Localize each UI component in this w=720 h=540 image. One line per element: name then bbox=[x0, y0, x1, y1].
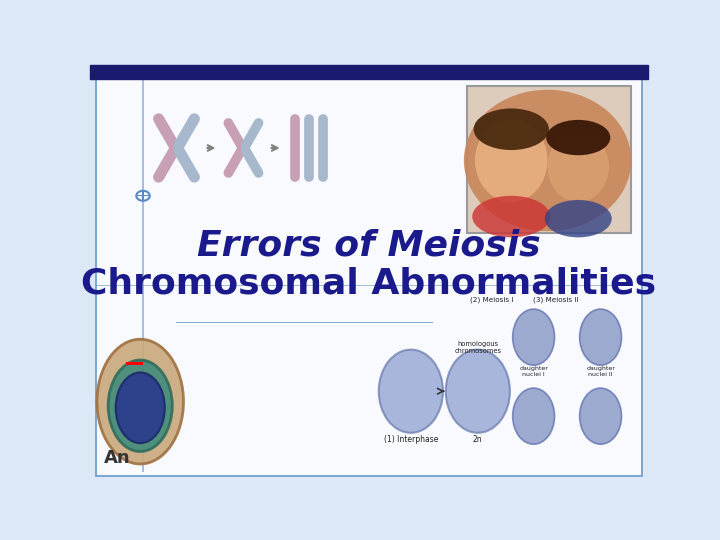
FancyBboxPatch shape bbox=[90, 65, 648, 79]
Ellipse shape bbox=[475, 119, 548, 202]
FancyBboxPatch shape bbox=[176, 322, 433, 323]
Text: (3) Meiosis II: (3) Meiosis II bbox=[533, 296, 579, 303]
FancyBboxPatch shape bbox=[467, 85, 631, 233]
Ellipse shape bbox=[580, 309, 621, 365]
Ellipse shape bbox=[513, 388, 554, 444]
Ellipse shape bbox=[545, 200, 612, 238]
Ellipse shape bbox=[547, 131, 609, 202]
Text: daughter
nuclei I: daughter nuclei I bbox=[519, 366, 548, 377]
Ellipse shape bbox=[97, 339, 184, 464]
Ellipse shape bbox=[474, 109, 549, 150]
Ellipse shape bbox=[446, 349, 510, 433]
Text: An: An bbox=[104, 449, 130, 467]
Text: 2n: 2n bbox=[473, 435, 482, 444]
Ellipse shape bbox=[546, 120, 611, 155]
FancyBboxPatch shape bbox=[96, 285, 620, 286]
Ellipse shape bbox=[464, 90, 631, 231]
Text: homologous
chromosomes: homologous chromosomes bbox=[454, 341, 501, 354]
FancyBboxPatch shape bbox=[126, 362, 143, 365]
Ellipse shape bbox=[108, 360, 172, 451]
Text: daughter
nuclei II: daughter nuclei II bbox=[586, 366, 615, 377]
Text: (2) Meiosis I: (2) Meiosis I bbox=[470, 296, 513, 303]
Ellipse shape bbox=[513, 309, 554, 365]
Ellipse shape bbox=[472, 196, 550, 238]
Text: (1) Interphase: (1) Interphase bbox=[384, 435, 438, 444]
Ellipse shape bbox=[116, 373, 165, 443]
Ellipse shape bbox=[379, 349, 443, 433]
Text: Errors of Meiosis: Errors of Meiosis bbox=[197, 228, 541, 262]
Ellipse shape bbox=[580, 388, 621, 444]
Text: Chromosomal Abnormalities: Chromosomal Abnormalities bbox=[81, 266, 657, 300]
FancyBboxPatch shape bbox=[96, 79, 642, 476]
FancyBboxPatch shape bbox=[136, 195, 150, 197]
FancyBboxPatch shape bbox=[142, 191, 144, 201]
